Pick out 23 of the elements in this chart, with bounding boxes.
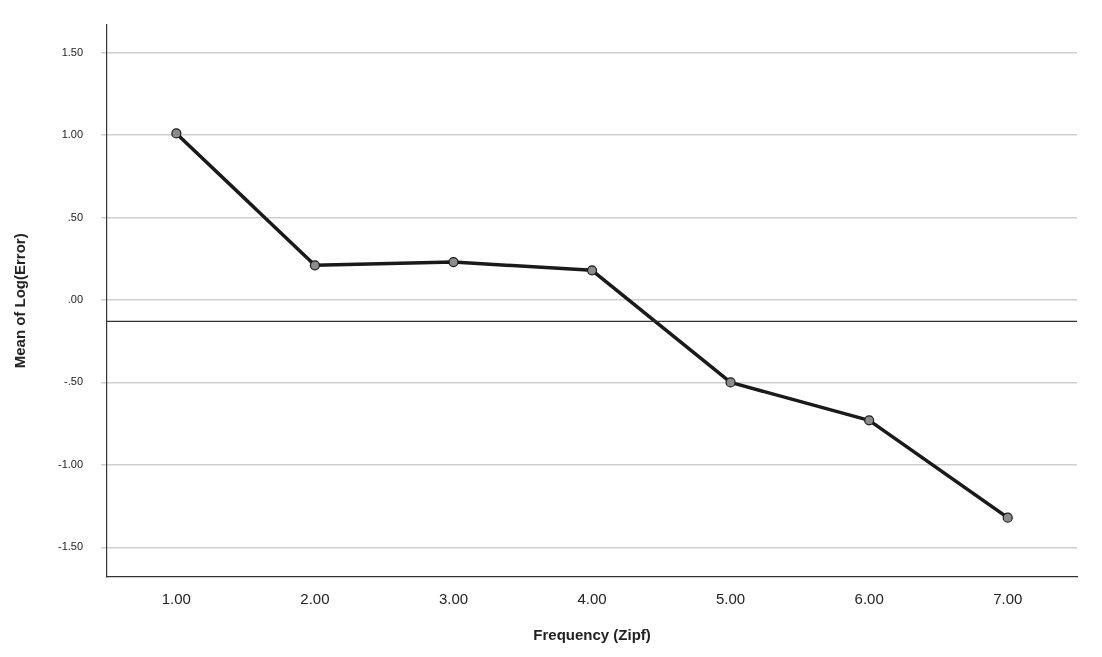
x-tick-label: 7.00 <box>993 590 1023 608</box>
point <box>864 415 875 426</box>
x-tick-label: 4.00 <box>577 590 607 608</box>
x-tick-label: 1.00 <box>161 590 191 608</box>
point <box>448 256 459 268</box>
point <box>1002 512 1013 523</box>
x-axis-title: Frequency (Zipf) <box>533 626 651 644</box>
y-tick-label: 1.50 <box>61 45 84 58</box>
y-tick-label: .50 <box>67 210 84 223</box>
point <box>725 377 736 388</box>
x-tick-label: 6.00 <box>854 590 884 608</box>
x-tick-label: 2.00 <box>300 590 330 608</box>
point <box>171 128 182 139</box>
y-tick-label: -1.00 <box>57 457 84 470</box>
y-axis-title: Mean of Log(Error) <box>11 233 29 369</box>
y-tick-label: .00 <box>67 293 84 306</box>
x-tick-label: 5.00 <box>716 590 746 608</box>
y-tick-label: 1.00 <box>61 128 84 141</box>
y-tick-label: -1.50 <box>57 540 84 553</box>
point <box>586 265 598 276</box>
point <box>309 260 321 271</box>
y-tick-label: -.50 <box>64 375 84 388</box>
x-tick-label: 3.00 <box>438 590 469 608</box>
